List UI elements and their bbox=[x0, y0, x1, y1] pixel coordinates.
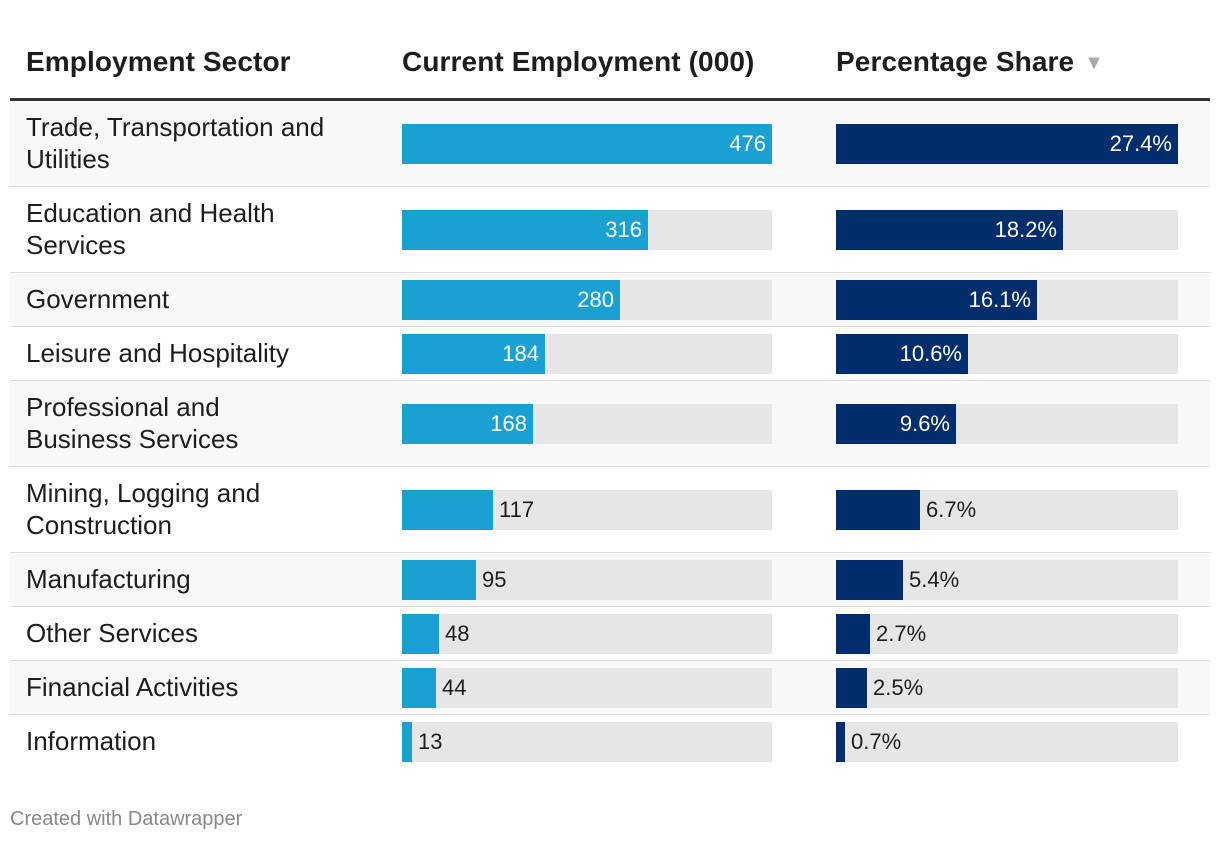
employment-value: 280 bbox=[577, 286, 614, 312]
sector-label: Mining, Logging and Construction bbox=[26, 478, 261, 540]
employment-bar-track: 280 bbox=[402, 279, 772, 320]
share-bar-track: 16.1% bbox=[836, 279, 1178, 320]
sector-label: Other Services bbox=[26, 618, 198, 648]
employment-bar-track: 95 bbox=[402, 559, 772, 600]
share-bar bbox=[836, 209, 1063, 250]
share-bar bbox=[836, 667, 867, 708]
employment-bar bbox=[402, 667, 436, 708]
column-header-employment[interactable]: Current Employment (000) bbox=[402, 46, 755, 77]
employment-bar bbox=[402, 123, 772, 164]
table-row: Government 280 16.1% bbox=[10, 273, 1210, 327]
share-bar-track: 2.5% bbox=[836, 667, 1178, 708]
employment-value: 44 bbox=[442, 674, 467, 700]
share-bar bbox=[836, 403, 956, 444]
share-bar-track: 0.7% bbox=[836, 721, 1178, 762]
employment-value: 13 bbox=[418, 728, 443, 754]
share-value: 5.4% bbox=[909, 566, 960, 592]
share-value: 2.5% bbox=[873, 674, 924, 700]
share-bar bbox=[836, 721, 845, 762]
share-value: 18.2% bbox=[994, 216, 1057, 242]
share-bar bbox=[836, 613, 870, 654]
employment-bar bbox=[402, 489, 493, 530]
employment-value: 316 bbox=[605, 216, 642, 242]
share-bar bbox=[836, 489, 920, 530]
share-bar-track: 27.4% bbox=[836, 123, 1178, 164]
table-body: Trade, Transportation and Utilities 476 27… bbox=[10, 101, 1210, 768]
employment-value: 476 bbox=[729, 130, 766, 156]
sector-label: Financial Activities bbox=[26, 672, 239, 702]
sort-descending-icon[interactable]: ▼ bbox=[1084, 52, 1105, 74]
employment-bar-track: 48 bbox=[402, 613, 772, 654]
share-value: 9.6% bbox=[899, 410, 950, 436]
employment-value: 168 bbox=[490, 410, 527, 436]
column-header-sector[interactable]: Employment Sector bbox=[26, 46, 291, 77]
share-bar-track: 5.4% bbox=[836, 559, 1178, 600]
share-bar-track: 2.7% bbox=[836, 613, 1178, 654]
data-table: Employment Sector Current Employment (00… bbox=[10, 30, 1210, 768]
employment-value: 48 bbox=[445, 620, 470, 646]
employment-bar-track: 316 bbox=[402, 209, 772, 250]
table-row: Information 13 0.7% bbox=[10, 715, 1210, 768]
employment-bar-track: 168 bbox=[402, 403, 772, 444]
employment-value: 117 bbox=[499, 496, 535, 522]
sector-label: Information bbox=[26, 726, 157, 756]
employment-bar bbox=[402, 403, 533, 444]
table-row: Trade, Transportation and Utilities 476 27… bbox=[10, 101, 1210, 187]
employment-bar-track: 476 bbox=[402, 123, 772, 164]
share-value: 10.6% bbox=[899, 340, 962, 366]
share-value: 16.1% bbox=[968, 286, 1031, 312]
share-bar bbox=[836, 333, 968, 374]
sector-label: Professional and Business Services bbox=[26, 392, 239, 454]
column-header-share-label: Percentage Share bbox=[836, 46, 1075, 77]
sector-label: Education and Health Services bbox=[26, 198, 275, 260]
table-row: Leisure and Hospitality 184 10.6% bbox=[10, 327, 1210, 381]
share-bar bbox=[836, 559, 903, 600]
share-bar-track: 9.6% bbox=[836, 403, 1178, 444]
employment-bar-track: 117 bbox=[402, 489, 772, 530]
employment-bar bbox=[402, 333, 545, 374]
share-bar bbox=[836, 123, 1178, 164]
employment-bar bbox=[402, 721, 412, 762]
employment-bar-track: 44 bbox=[402, 667, 772, 708]
sector-label: Government bbox=[26, 284, 170, 314]
table-row: Other Services 48 2.7% bbox=[10, 607, 1210, 661]
employment-bar bbox=[402, 279, 620, 320]
table-row: Education and Health Services 316 18.2% bbox=[10, 187, 1210, 273]
share-value: 0.7% bbox=[851, 728, 902, 754]
employment-bar-track: 184 bbox=[402, 333, 772, 374]
share-bar-track: 6.7% bbox=[836, 489, 1178, 530]
table-row: Financial Activities 44 2.5% bbox=[10, 661, 1210, 715]
share-value: 2.7% bbox=[876, 620, 927, 646]
table-row: Mining, Logging and Construction 117 6.7% bbox=[10, 467, 1210, 553]
share-bar bbox=[836, 279, 1037, 320]
employment-bar bbox=[402, 209, 648, 250]
share-bar-track: 10.6% bbox=[836, 333, 1178, 374]
employment-value: 184 bbox=[502, 340, 539, 366]
employment-bar bbox=[402, 613, 439, 654]
employment-value: 95 bbox=[482, 566, 507, 592]
table-row: Professional and Business Services 168 9.6… bbox=[10, 381, 1210, 467]
employment-bar bbox=[402, 559, 476, 600]
employment-bar-track: 13 bbox=[402, 721, 772, 762]
table-header: Employment Sector Current Employment (00… bbox=[10, 30, 1210, 101]
sector-label: Leisure and Hospitality bbox=[26, 338, 290, 368]
share-value: 27.4% bbox=[1109, 130, 1172, 156]
share-value: 6.7% bbox=[926, 496, 977, 522]
datawrapper-credit: Created with Datawrapper bbox=[10, 808, 243, 830]
sector-label: Manufacturing bbox=[26, 564, 191, 594]
table-row: Manufacturing 95 5.4% bbox=[10, 553, 1210, 607]
sector-label: Trade, Transportation and Utilities bbox=[26, 112, 325, 174]
column-header-share[interactable]: Percentage Share ▼ bbox=[836, 46, 1104, 78]
share-bar-track: 18.2% bbox=[836, 209, 1178, 250]
